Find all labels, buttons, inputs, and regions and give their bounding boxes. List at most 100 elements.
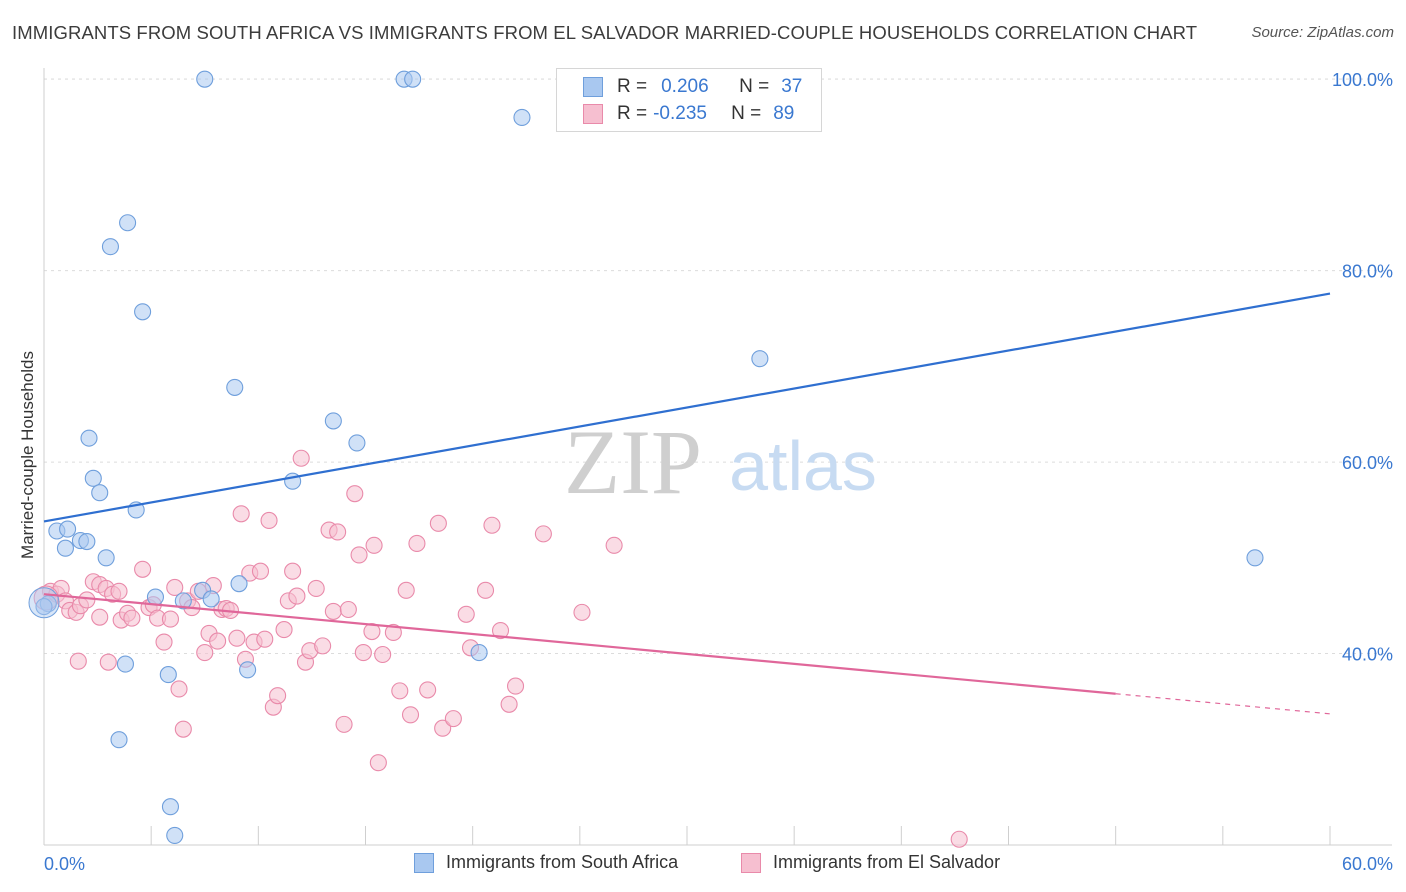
el-salvador-point bbox=[397, 581, 415, 599]
south-africa-point bbox=[159, 666, 177, 684]
el-salvador-point bbox=[256, 630, 274, 648]
legend-swatch-el-salvador bbox=[583, 104, 603, 124]
legend-n-value: 37 bbox=[781, 76, 803, 97]
south-africa-point bbox=[161, 798, 180, 816]
el-salvador-point bbox=[110, 582, 128, 600]
x-tick-label: 0.0% bbox=[44, 854, 85, 874]
el-salvador-point bbox=[369, 754, 387, 772]
el-salvador-point bbox=[605, 536, 623, 554]
legend-row-el-salvador: R = -0.235 N = 89 bbox=[583, 102, 794, 126]
el-salvador-point bbox=[314, 637, 332, 655]
el-salvador-point bbox=[444, 710, 462, 728]
legend-swatch-south-africa bbox=[583, 77, 603, 97]
south-africa-point bbox=[134, 303, 152, 321]
el-salvador-point bbox=[78, 591, 96, 609]
legend-r-label: R = bbox=[617, 103, 648, 124]
el-salvador-point bbox=[365, 536, 383, 554]
south-africa-point bbox=[97, 549, 115, 567]
y-tick-label: 100.0% bbox=[1332, 70, 1393, 90]
south-africa-point bbox=[226, 378, 244, 396]
el-salvador-point bbox=[170, 680, 188, 698]
south-africa-point bbox=[56, 539, 74, 557]
el-salvador-point bbox=[329, 523, 347, 541]
correlation-legend: R = 0.206 N = 37 R = -0.235 N = 89 bbox=[556, 68, 822, 132]
el-salvador-point bbox=[288, 587, 306, 605]
el-salvador-point bbox=[506, 677, 525, 695]
el-salvador-point bbox=[408, 534, 426, 552]
south-africa-point bbox=[146, 588, 165, 606]
el-salvador-point bbox=[134, 560, 152, 578]
el-salvador-point bbox=[123, 609, 141, 627]
legend-n-value: 89 bbox=[773, 103, 795, 124]
el-salvador-point bbox=[384, 623, 402, 642]
y-tick-label: 40.0% bbox=[1342, 645, 1393, 665]
south-africa-point bbox=[751, 350, 769, 368]
south-africa-point bbox=[174, 592, 192, 610]
south-africa-point bbox=[59, 520, 77, 538]
x-tick-label: 60.0% bbox=[1342, 854, 1393, 874]
el-salvador-point bbox=[307, 579, 325, 597]
el-salvador-point bbox=[476, 581, 495, 599]
el-salvador-point bbox=[166, 578, 184, 597]
series-el-salvador-points bbox=[33, 449, 968, 848]
south-africa-point bbox=[80, 429, 98, 447]
south-africa-point bbox=[116, 655, 134, 673]
el-salvador-point bbox=[419, 681, 437, 699]
el-salvador-point bbox=[292, 449, 310, 467]
south-africa-point bbox=[470, 644, 488, 662]
south-africa-point bbox=[202, 590, 220, 608]
el-salvador-point bbox=[269, 687, 287, 705]
el-salvador-point bbox=[491, 622, 510, 640]
south-africa-point bbox=[35, 598, 53, 616]
el-salvador-point bbox=[429, 514, 447, 532]
el-salvador-point bbox=[401, 706, 420, 724]
legend-r-value: -0.235 bbox=[653, 103, 707, 124]
el-salvador-point bbox=[69, 652, 87, 670]
south-africa-trend-line bbox=[43, 292, 1331, 523]
el-salvador-point bbox=[174, 720, 192, 738]
el-salvador-point bbox=[483, 516, 501, 534]
south-africa-point bbox=[513, 108, 531, 126]
el-salvador-point bbox=[434, 719, 452, 737]
el-salvador-trend-extension bbox=[1115, 693, 1331, 715]
chart-title: IMMIGRANTS FROM SOUTH AFRICA VS IMMIGRAN… bbox=[12, 22, 1198, 43]
el-salvador-point bbox=[209, 632, 227, 650]
south-africa-point bbox=[196, 70, 214, 88]
el-salvador-point bbox=[346, 485, 364, 503]
y-tick-label: 60.0% bbox=[1342, 453, 1393, 473]
el-salvador-point bbox=[284, 562, 302, 580]
south-africa-point bbox=[110, 731, 128, 749]
el-salvador-point bbox=[363, 622, 381, 641]
bottom-legend-south-africa: Immigrants from South Africa bbox=[414, 852, 678, 873]
trend-lines bbox=[43, 292, 1331, 715]
el-salvador-point bbox=[260, 511, 278, 530]
el-salvador-point bbox=[391, 682, 409, 700]
south-africa-point bbox=[84, 469, 102, 487]
watermark: ZIP atlas bbox=[564, 411, 877, 513]
el-salvador-point bbox=[350, 546, 368, 564]
series-south-africa-points bbox=[28, 70, 1264, 844]
el-salvador-trend-line bbox=[43, 593, 1116, 695]
el-salvador-point bbox=[374, 645, 392, 664]
el-salvador-point bbox=[500, 695, 518, 713]
el-salvador-point bbox=[534, 525, 552, 543]
south-africa-point bbox=[78, 532, 96, 551]
legend-row-south-africa: R = 0.206 N = 37 bbox=[583, 75, 802, 99]
south-africa-point bbox=[230, 575, 248, 593]
south-africa-point bbox=[348, 434, 366, 452]
el-salvador-point bbox=[950, 830, 968, 848]
south-africa-point bbox=[239, 661, 257, 679]
axes bbox=[43, 68, 1392, 846]
el-salvador-point bbox=[354, 644, 372, 662]
el-salvador-point bbox=[99, 653, 117, 671]
y-axis-label: Married-couple Households bbox=[18, 351, 37, 559]
el-salvador-point bbox=[91, 608, 109, 626]
south-africa-point bbox=[324, 412, 342, 430]
south-africa-point bbox=[101, 238, 119, 256]
el-salvador-point bbox=[275, 621, 293, 639]
bottom-legend-label-south-africa: Immigrants from South Africa bbox=[446, 852, 679, 872]
south-africa-point bbox=[119, 214, 137, 232]
bottom-legend-swatch-south-africa bbox=[414, 852, 434, 873]
tick-labels: 40.0% 60.0% 80.0% 100.0% 0.0% 60.0% bbox=[44, 70, 1393, 874]
el-salvador-point bbox=[161, 610, 180, 628]
